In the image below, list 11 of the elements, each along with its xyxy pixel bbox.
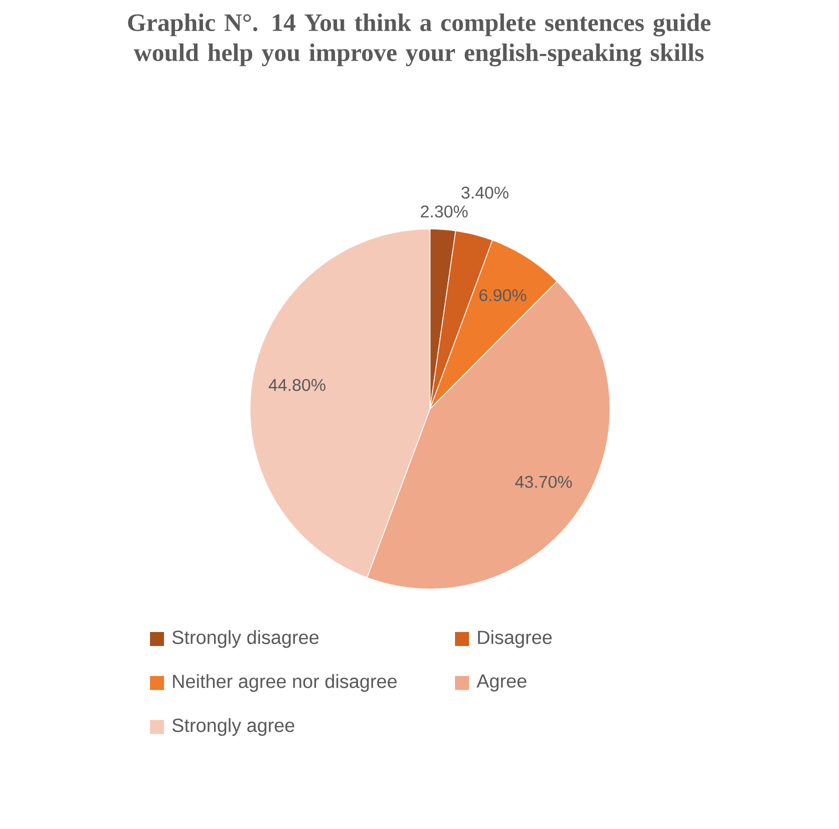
legend-label: Strongly agree [172, 718, 294, 736]
chart-title: Graphic N°. 14 You think a complete sentences guide would help you improve your english-speaking skills [128, 14, 710, 66]
legend-label: Agree [476, 674, 526, 692]
data-label: 3.40% [461, 186, 508, 199]
data-label: 6.90% [479, 289, 526, 302]
data-label: 44.80% [268, 378, 326, 392]
data-label: 43.70% [515, 476, 572, 488]
legend-label: Neither agree nor disagree [173, 674, 397, 692]
legend-label: Strongly disagree [172, 630, 319, 648]
legend-label: Disagree [478, 630, 552, 648]
data-label: 2.30% [420, 205, 468, 218]
